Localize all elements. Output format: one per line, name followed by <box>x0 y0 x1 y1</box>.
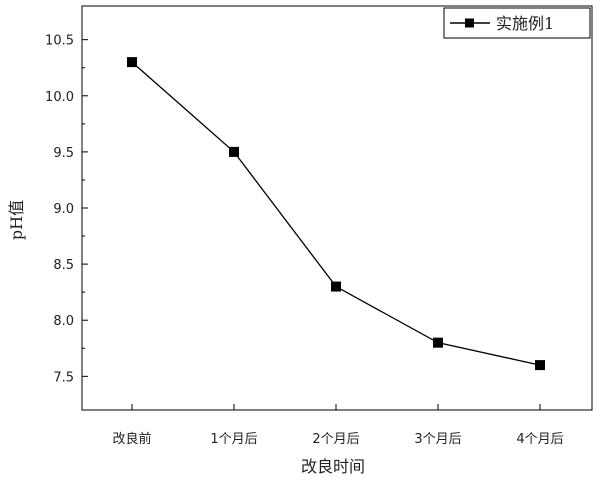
x-tick-label: 1个月后 <box>210 432 257 447</box>
y-tick-label: 7.5 <box>53 370 74 385</box>
y-axis: 7.5 8.0 8.5 9.0 9.5 10.0 10.5 <box>45 34 88 385</box>
legend: 实施例1 <box>443 7 591 39</box>
y-tick-label: 10.0 <box>45 90 74 105</box>
data-point <box>127 57 137 68</box>
data-point <box>535 360 545 371</box>
x-tick-label: 2个月后 <box>312 432 359 447</box>
x-axis-title: 改良时间 <box>301 457 365 476</box>
x-axis: 改良前 1个月后 2个月后 3个月后 4个月后 <box>112 404 564 447</box>
x-tick-label: 改良前 <box>112 431 151 447</box>
y-tick-label: 10.5 <box>45 34 74 49</box>
y-tick-label: 9.5 <box>53 146 74 161</box>
legend-label: 实施例1 <box>496 14 554 33</box>
y-tick-label: 9.0 <box>53 202 74 217</box>
x-tick-label: 3个月后 <box>414 432 461 447</box>
plot-frame <box>81 5 593 411</box>
legend-marker <box>465 18 474 28</box>
series-line <box>131 61 541 366</box>
y-axis-title: pH值 <box>7 200 26 240</box>
x-tick-label: 4个月后 <box>516 432 563 447</box>
series-layer <box>127 57 545 371</box>
data-point <box>433 337 443 348</box>
y-tick-label: 8.5 <box>53 258 74 273</box>
y-tick-label: 8.0 <box>53 314 74 329</box>
data-point <box>331 281 341 292</box>
data-point <box>229 146 239 157</box>
